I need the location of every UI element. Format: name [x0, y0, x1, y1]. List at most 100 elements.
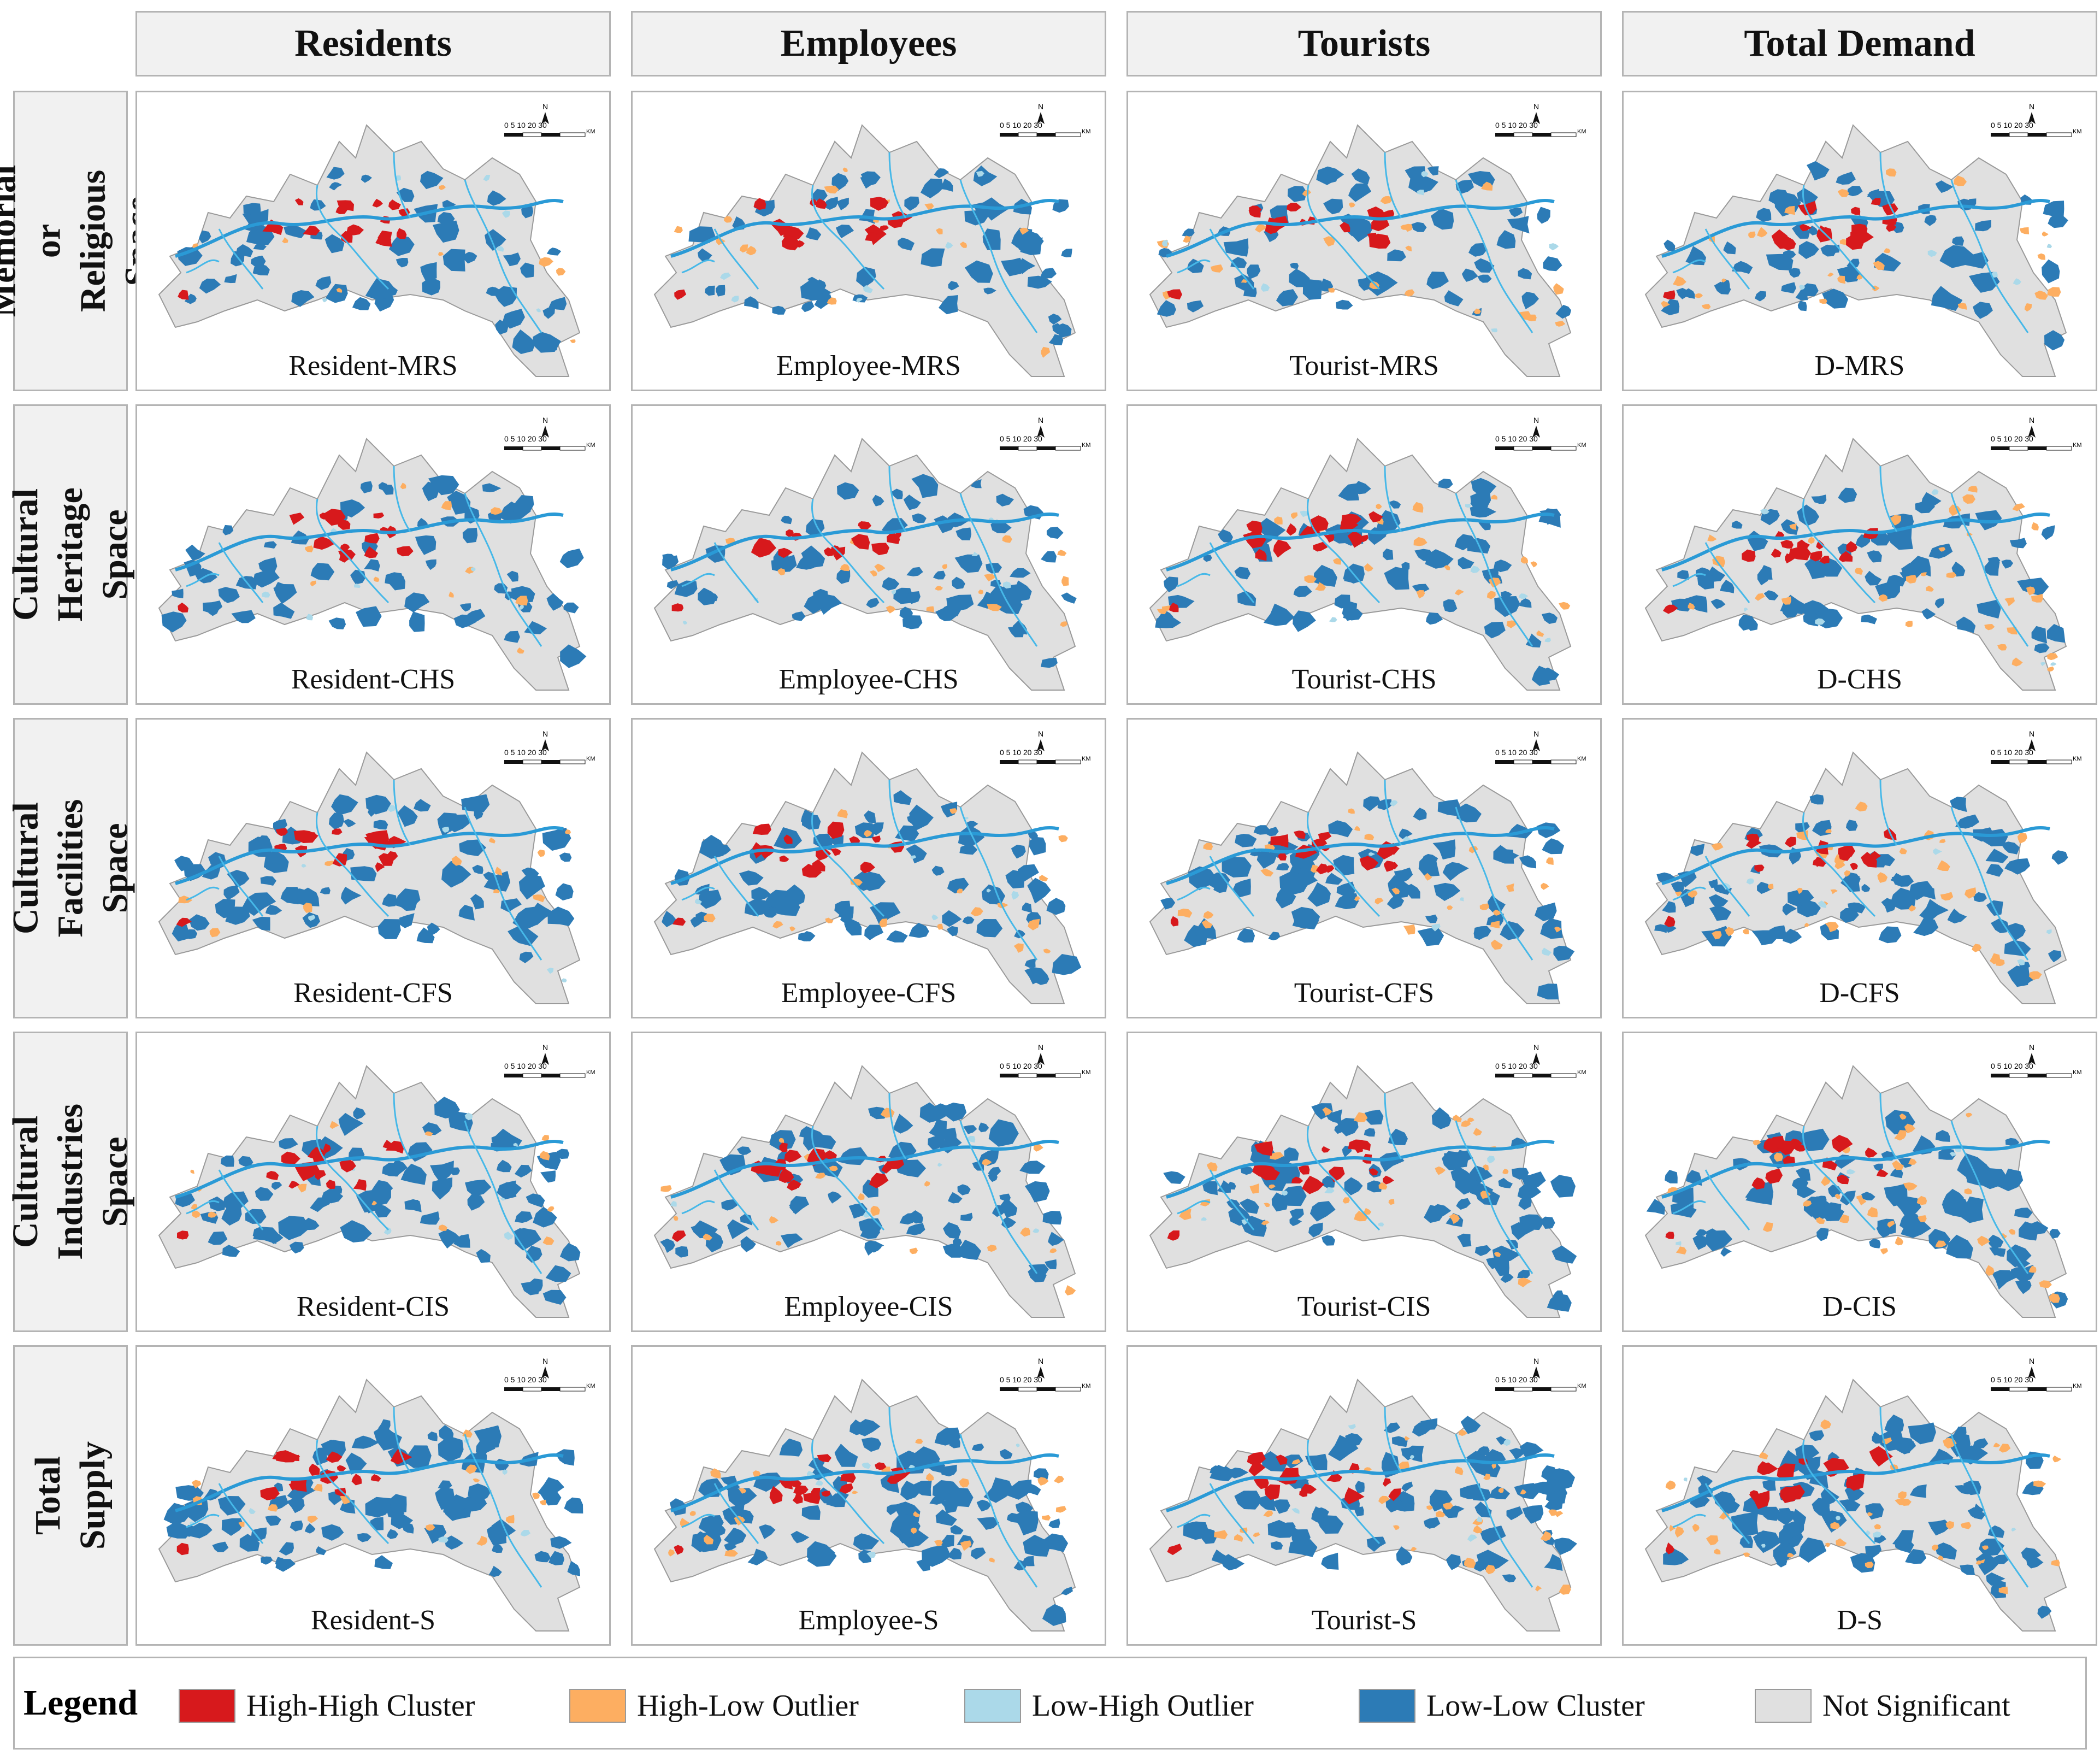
patch-hl — [1931, 1544, 1939, 1551]
patch-hl — [191, 1480, 202, 1489]
patch-ll — [834, 900, 851, 916]
patch-ll — [674, 580, 698, 597]
patch-ll — [1797, 301, 1807, 311]
patch-hl — [297, 1183, 307, 1193]
patch-ll — [1881, 898, 1896, 913]
river — [316, 812, 390, 917]
patch-hh — [398, 208, 410, 217]
patch-ll — [911, 474, 939, 498]
scale-unit: KM — [586, 1069, 595, 1076]
river — [1177, 1200, 1211, 1215]
patch-ll — [462, 527, 478, 544]
patch-ll — [351, 1435, 379, 1449]
patch-ll — [1517, 1269, 1530, 1279]
patch-lh — [720, 272, 731, 280]
patch-hh — [1809, 551, 1822, 562]
patch-ll — [712, 844, 731, 857]
patch-ll — [542, 1289, 567, 1305]
patch-hl — [505, 1515, 515, 1523]
patch-ll — [1792, 1509, 1807, 1524]
patch-hl — [1473, 1128, 1482, 1136]
patch-hh — [1838, 845, 1855, 859]
patch-ll — [555, 1449, 575, 1466]
patch-hl — [1037, 1477, 1049, 1486]
river — [186, 886, 220, 901]
patch-ll — [1508, 208, 1523, 217]
patch-hl — [1873, 261, 1885, 270]
patch-hl — [1926, 585, 1934, 592]
patch-ll — [1804, 557, 1826, 579]
patch-hl — [1834, 1193, 1841, 1199]
patch-ll — [788, 1203, 803, 1213]
patch-hl — [1965, 887, 1977, 899]
patch-ll — [1363, 796, 1381, 811]
patch-ll — [172, 588, 184, 598]
patch-ll — [739, 870, 764, 886]
patch-hl — [1270, 1152, 1284, 1160]
patch-ll — [377, 919, 401, 939]
patch-ll — [1506, 1506, 1523, 1521]
patch-hl — [1375, 898, 1384, 905]
patch-ll — [533, 332, 561, 353]
patch-ll — [253, 1227, 279, 1244]
patch-lh — [986, 888, 992, 893]
patch-hh — [326, 1180, 336, 1189]
patch-hl — [1960, 1522, 1972, 1529]
river — [888, 779, 907, 846]
patch-hh — [1383, 1175, 1394, 1185]
row-header-label: Total Supply — [28, 1441, 113, 1550]
patch-hh — [176, 1542, 189, 1556]
cluster-map — [1149, 751, 1575, 1004]
patch-hl — [1055, 1506, 1066, 1513]
patch-ll — [1952, 1426, 1967, 1438]
patch-hl — [1787, 1552, 1795, 1558]
patch-hh — [817, 1454, 831, 1463]
patch-ll — [1048, 1232, 1064, 1246]
patch-ll — [222, 1245, 240, 1257]
patch-ll — [396, 187, 415, 202]
cluster-map — [1149, 1379, 1577, 1632]
patch-hl — [1455, 589, 1465, 596]
patch-ll — [221, 1518, 244, 1536]
patch-hh — [1358, 1140, 1371, 1151]
north-label: N — [542, 416, 548, 425]
patch-hh — [1170, 916, 1179, 927]
patch-hl — [1867, 1207, 1878, 1217]
patch-ll — [1325, 873, 1343, 885]
patch-ll — [1766, 254, 1794, 270]
cluster-map — [1149, 1065, 1577, 1318]
patch-lh — [1814, 618, 1825, 625]
panel-caption: Employee-CFS — [781, 977, 957, 1009]
patch-hl — [910, 1527, 917, 1534]
patch-hl — [1836, 1538, 1847, 1547]
patch-hl — [857, 1193, 865, 1200]
patch-ll — [515, 1211, 533, 1223]
patch-hl — [1214, 1530, 1228, 1540]
scale-unit: KM — [1577, 442, 1586, 449]
patch-hl — [1839, 1214, 1849, 1223]
patch-ll — [751, 887, 771, 900]
patch-hh — [1252, 1162, 1275, 1177]
patch-ll — [1444, 290, 1464, 307]
patch-hl — [178, 896, 193, 904]
patch-hh — [1264, 1484, 1281, 1500]
patch-hl — [192, 1210, 200, 1218]
river — [1307, 1439, 1381, 1545]
patch-hh — [887, 1475, 898, 1484]
patch-ll — [1041, 551, 1057, 563]
patch-hh — [1340, 222, 1350, 233]
north-arrow-icon — [504, 739, 586, 764]
patch-lh — [301, 864, 306, 868]
patch-ll — [934, 168, 949, 178]
patch-ll — [1474, 258, 1495, 273]
patch-ll — [243, 203, 261, 216]
patch-ll — [1461, 268, 1478, 282]
patch-hl — [1837, 189, 1849, 197]
patch-ll — [919, 1102, 943, 1123]
column-header-residents: Residents — [135, 11, 611, 76]
patch-lh — [249, 1508, 256, 1514]
patch-hl — [1449, 1214, 1460, 1224]
patch-hl — [1260, 868, 1274, 877]
